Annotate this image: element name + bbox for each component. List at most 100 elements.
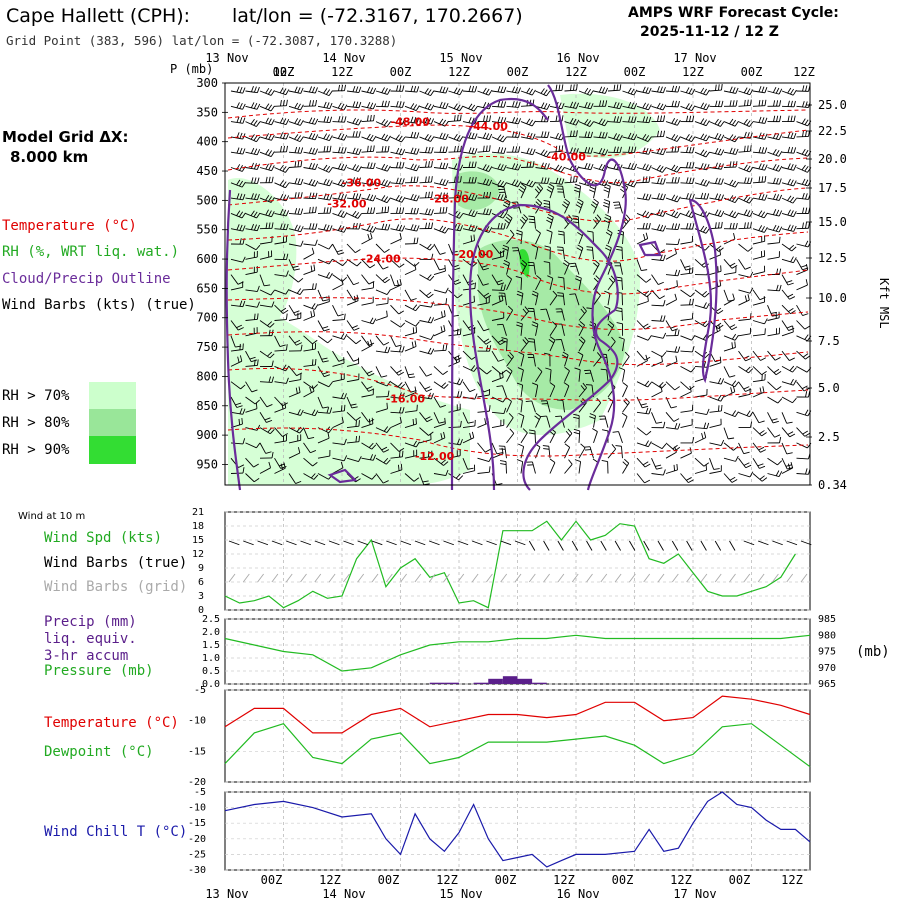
- wind-barb: [433, 344, 448, 352]
- wind-barb: [303, 457, 318, 467]
- wind-barb: [665, 164, 681, 173]
- wind-barb: [520, 179, 536, 188]
- station-title: Cape Hallett (CPH):: [6, 5, 190, 27]
- wind-barb: [498, 292, 507, 306]
- wind-barb: [245, 210, 261, 219]
- wind-barb: [477, 132, 493, 140]
- wind-barb: [545, 367, 552, 382]
- wind-barb: [572, 215, 580, 229]
- wind-barb: [491, 100, 507, 108]
- wind-barb: [259, 133, 275, 141]
- wind-barb: [361, 274, 375, 285]
- precip-bar: [473, 682, 489, 684]
- wind-barb: [781, 350, 795, 361]
- wind-barb: [361, 86, 377, 95]
- wind-barb: [767, 470, 783, 478]
- wind-barb: [497, 185, 507, 199]
- wind10-barb-true: [257, 540, 269, 546]
- wind-barb: [259, 250, 273, 260]
- wind-barb: [433, 86, 449, 94]
- wind-barb: [752, 350, 767, 361]
- y-tick-label: 985: [818, 614, 836, 625]
- wind-barb: [317, 295, 330, 306]
- wind-barb: [288, 373, 302, 383]
- bottom-tick-label: 12Z: [319, 873, 341, 887]
- wind-barb: [709, 133, 725, 141]
- wind-barb: [556, 246, 565, 260]
- wind-barb: [781, 146, 797, 154]
- wind-barb: [796, 178, 812, 187]
- wind-barb: [303, 117, 319, 125]
- wind-barb: [491, 371, 504, 383]
- wind-barb: [332, 357, 345, 367]
- wind-barb: [723, 366, 736, 378]
- wind-barb: [317, 335, 333, 344]
- wind-barb: [605, 229, 613, 245]
- wind-barb: [752, 86, 768, 94]
- wind-barb: [535, 275, 542, 291]
- wind10-barb-grid: [471, 573, 479, 583]
- wind-barb: [419, 208, 434, 216]
- wind-barb: [555, 339, 565, 352]
- wind-barb: [738, 259, 751, 270]
- wind-barb: [274, 99, 288, 107]
- wind-barb: [433, 118, 449, 127]
- cross-section-panel: P (mb) -48.00 -44.00 -40.00 -36.00 -32.00 -28…: [170, 62, 891, 492]
- wind-barb: [723, 455, 739, 462]
- wind-barb: [665, 238, 680, 245]
- wind10-barb-true: [243, 540, 254, 546]
- wind-barb: [346, 164, 362, 172]
- wind10-barb-true: [657, 540, 664, 551]
- wind-barb: [752, 296, 766, 306]
- wind10-barb-true: [557, 540, 564, 551]
- rh70-region: [560, 93, 660, 159]
- wind-barb: [259, 176, 274, 184]
- wind-barb: [723, 410, 739, 418]
- wind-barb: [404, 103, 420, 112]
- wind-barb: [680, 436, 695, 444]
- wind-barb: [361, 417, 374, 429]
- wind-barb: [694, 389, 708, 398]
- wind-barb: [259, 301, 275, 308]
- wind-barb: [303, 442, 317, 454]
- wind-barb: [546, 213, 554, 229]
- wind-barb: [767, 427, 781, 438]
- wind-barb: [390, 335, 402, 348]
- wind-barb: [288, 288, 304, 296]
- cycle-title: AMPS WRF Forecast Cycle:: [628, 5, 839, 21]
- legend-temperature: Temperature (°C): [2, 218, 137, 234]
- wind-barb: [317, 289, 329, 302]
- wind-barb: [535, 131, 550, 138]
- wind-barb: [767, 193, 783, 201]
- wind-barb: [390, 258, 405, 268]
- bottom-tick-label: 00Z: [612, 873, 634, 887]
- wind-barb: [506, 413, 514, 428]
- wind-barb: [404, 258, 420, 267]
- wind-barb: [230, 193, 246, 201]
- wind-barb: [723, 86, 739, 94]
- wind-barb: [651, 102, 667, 111]
- pressure-tick-label: 850: [196, 399, 218, 413]
- wind-barb: [796, 130, 810, 138]
- wind-barb: [419, 334, 435, 341]
- y-tick-label: -15: [188, 746, 206, 757]
- wind-barb: [511, 247, 522, 260]
- wind-barb: [694, 431, 707, 444]
- wind-barb: [505, 366, 513, 382]
- wind-barb: [433, 264, 446, 276]
- wind-barb: [578, 118, 594, 127]
- wind-barb: [375, 87, 391, 95]
- wind-barb: [738, 350, 752, 362]
- wind-barb: [390, 463, 403, 474]
- wind-barb: [245, 327, 258, 337]
- legend-cloud: Cloud/Precip Outline: [2, 271, 171, 287]
- wind-barb: [462, 412, 474, 424]
- wind-barb: [433, 162, 449, 170]
- wind-barb: [390, 274, 401, 287]
- wind10-barb-grid: [671, 573, 679, 583]
- wind-barb: [448, 438, 463, 446]
- wind-barb: [230, 132, 246, 140]
- y-tick-label: 1.5: [202, 640, 220, 651]
- cloud-outline: [547, 84, 627, 491]
- wind-barb: [694, 457, 710, 467]
